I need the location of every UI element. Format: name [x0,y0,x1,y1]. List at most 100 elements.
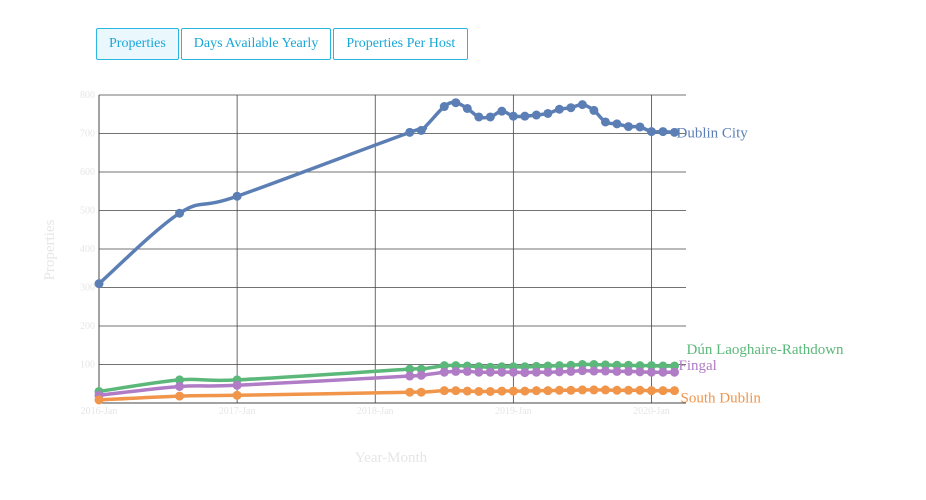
data-point[interactable] [531,386,541,396]
data-point[interactable] [462,386,472,396]
data-point[interactable] [658,361,668,371]
data-point[interactable] [623,385,633,395]
data-point[interactable] [175,381,185,391]
tab-properties-per-host[interactable]: Properties Per Host [333,28,469,60]
data-point[interactable] [543,108,553,118]
data-point[interactable] [646,367,656,377]
data-point[interactable] [416,125,426,135]
data-point[interactable] [232,380,242,390]
data-point[interactable] [623,366,633,376]
data-point[interactable] [439,102,449,112]
data-point[interactable] [646,361,656,371]
data-point[interactable] [658,386,668,396]
data-point[interactable] [623,122,633,132]
data-point[interactable] [669,127,679,137]
data-point[interactable] [451,366,461,376]
data-point[interactable] [612,385,622,395]
data-point[interactable] [589,360,599,369]
data-point[interactable] [600,366,610,376]
data-point[interactable] [600,385,610,395]
data-point[interactable] [577,385,587,395]
data-point[interactable] [416,387,426,397]
data-point[interactable] [635,385,645,395]
data-point[interactable] [474,112,484,122]
data-point[interactable] [497,367,507,377]
data-point[interactable] [589,385,599,395]
data-point[interactable] [405,387,415,397]
data-point[interactable] [646,386,656,396]
data-point[interactable] [474,386,484,396]
data-point[interactable] [405,371,415,381]
data-point[interactable] [566,360,576,370]
data-point[interactable] [462,366,472,376]
data-point[interactable] [405,127,415,137]
data-point[interactable] [635,361,645,371]
data-point[interactable] [520,111,530,121]
data-point[interactable] [669,386,679,396]
data-point[interactable] [175,375,185,385]
data-point[interactable] [577,360,587,369]
data-point[interactable] [554,385,564,395]
tab-days-available-yearly[interactable]: Days Available Yearly [180,28,332,60]
y-tick-label: 200 [80,321,95,332]
data-point[interactable] [439,386,449,396]
data-point[interactable] [646,127,656,137]
data-point[interactable] [566,366,576,376]
data-point[interactable] [531,367,541,377]
data-point[interactable] [577,100,587,110]
data-point[interactable] [451,386,461,396]
data-point[interactable] [175,208,185,218]
data-point[interactable] [658,367,668,377]
data-point[interactable] [474,367,484,377]
data-point[interactable] [612,119,622,129]
data-point[interactable] [497,386,507,396]
data-point[interactable] [589,366,599,376]
data-point[interactable] [635,122,645,132]
data-point[interactable] [600,117,610,127]
data-point[interactable] [497,106,507,116]
data-point[interactable] [175,391,185,401]
data-point[interactable] [612,366,622,376]
data-point[interactable] [439,367,449,377]
data-point[interactable] [439,361,449,371]
y-tick-label: 500 [80,206,95,217]
data-point[interactable] [635,367,645,377]
data-point[interactable] [485,386,495,396]
data-point[interactable] [566,103,576,113]
data-point[interactable] [669,361,679,371]
data-point[interactable] [554,104,564,114]
data-point[interactable] [451,98,461,108]
data-point[interactable] [543,367,553,377]
data-point[interactable] [623,360,633,370]
data-point[interactable] [94,395,104,405]
data-point[interactable] [566,385,576,395]
data-point[interactable] [508,367,518,377]
data-point[interactable] [543,361,553,371]
data-point[interactable] [232,191,242,201]
data-point[interactable] [485,367,495,377]
data-point[interactable] [485,112,495,122]
data-point[interactable] [554,361,564,371]
data-point[interactable] [658,127,668,137]
data-point[interactable] [531,110,541,120]
data-point[interactable] [508,386,518,396]
data-point[interactable] [577,366,587,376]
data-point[interactable] [589,105,599,115]
data-point[interactable] [554,367,564,377]
y-tick-label: 100 [80,360,95,371]
data-point[interactable] [600,360,610,370]
data-point[interactable] [520,368,530,378]
data-point[interactable] [612,360,622,370]
data-point[interactable] [232,390,242,400]
tab-properties[interactable]: Properties [96,28,179,60]
data-point[interactable] [94,279,104,289]
data-point[interactable] [405,364,415,374]
y-tick-label: 300 [80,283,95,294]
data-point[interactable] [669,367,679,377]
data-point[interactable] [520,386,530,396]
data-point[interactable] [462,103,472,113]
data-point[interactable] [416,364,426,374]
data-point[interactable] [543,386,553,396]
data-point[interactable] [416,370,426,380]
data-point[interactable] [508,111,518,121]
